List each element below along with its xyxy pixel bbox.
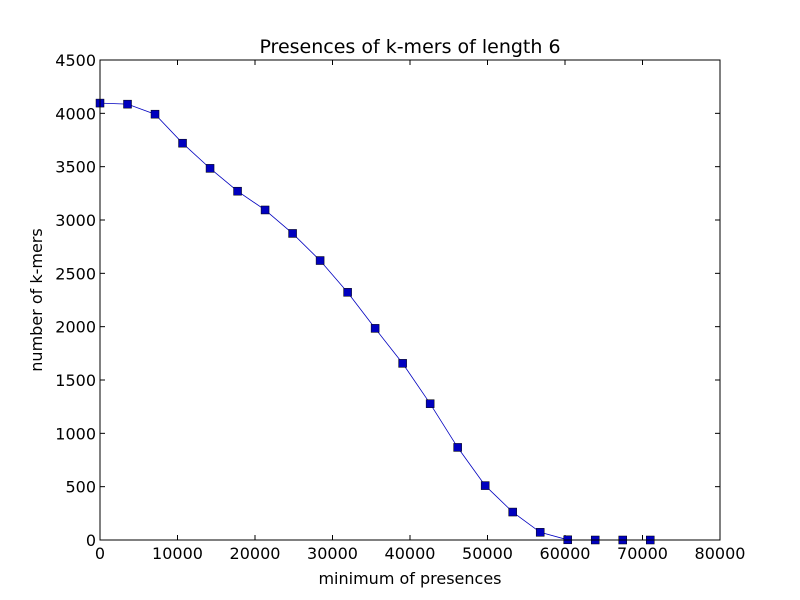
plot-area [100,60,720,540]
data-point-marker [535,528,545,537]
data-point-marker [398,359,407,368]
data-point-marker [370,324,380,333]
x-tick-label: 80000 [695,544,746,563]
data-point-marker [260,205,270,215]
data-point-marker [288,229,297,238]
plot-frame [99,59,721,541]
y-tick-label: 4000 [55,104,96,123]
chart-title: Presences of k-mers of length 6 [259,36,560,58]
data-point-marker [315,256,325,265]
y-tick-label: 0 [86,531,96,550]
y-tick-label: 500 [65,478,96,497]
data-point-marker [508,507,517,517]
y-tick-label: 2500 [55,264,96,283]
data-point-marker [453,443,462,452]
data-point-marker [480,481,490,490]
x-tick-label: 70000 [617,544,668,563]
y-tick-label: 3000 [55,211,96,230]
y-tick-label: 2000 [55,318,96,337]
x-tick-label: 20000 [230,544,281,563]
ticks-layer: 0 10000 20000 30000 40000 50000 60000 70000 8000… [55,51,745,563]
data-point-marker [178,138,187,148]
data-point-marker [425,399,435,408]
x-axis-label: minimum of presences [318,569,501,588]
y-tick-label: 3500 [55,158,96,177]
x-tick-label: 50000 [462,544,513,563]
x-tick-label: 10000 [152,544,203,563]
data-point-marker [343,288,352,297]
data-point-marker [123,99,132,109]
x-tick-label: 0 [95,544,105,563]
x-tick-label: 30000 [307,544,358,563]
y-axis-label: number of k-mers [27,228,46,371]
data-point-marker [205,164,215,173]
x-tick-label: 40000 [385,544,436,563]
data-point-marker [233,186,242,196]
y-tick-label: 1500 [55,371,96,390]
y-tick-label: 1000 [55,424,96,443]
y-tick-label: 4500 [55,51,96,70]
x-tick-label: 60000 [540,544,591,563]
data-point-marker [150,109,160,119]
